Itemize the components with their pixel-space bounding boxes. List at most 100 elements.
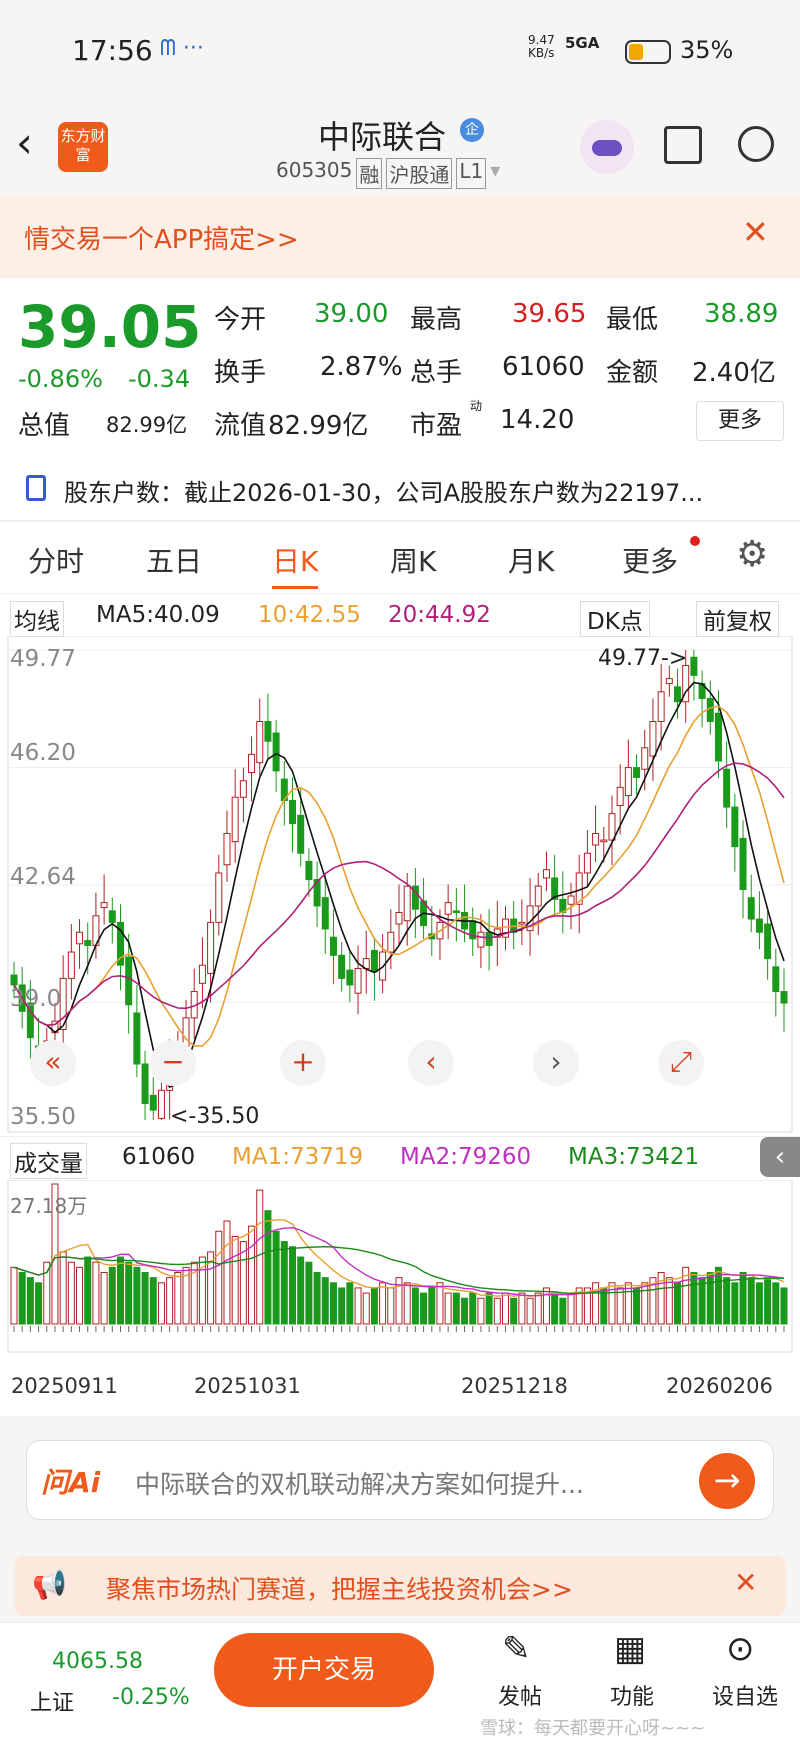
banner-text: 情交易一个APP搞定>> — [24, 225, 299, 255]
volume-bar — [223, 1220, 231, 1325]
volume-bar — [567, 1292, 575, 1325]
header: ‹ 东方财富 中际联合 企 605305 融 沪股通 L1 ▾ — [0, 100, 800, 195]
volume-bar — [452, 1292, 460, 1325]
index-value[interactable]: 4065.58 — [52, 1649, 143, 1674]
volume-bar — [125, 1261, 133, 1325]
index-name[interactable]: 上证 — [30, 1691, 75, 1716]
volume-bar — [387, 1287, 395, 1325]
candle — [395, 912, 403, 925]
ma-selector[interactable]: 均线 — [10, 601, 64, 637]
pe-value: 14.20 — [500, 405, 575, 435]
stock-name: 中际联合 — [318, 118, 447, 156]
candle — [567, 895, 575, 905]
candlestick-chart[interactable] — [0, 636, 800, 1136]
network-label: 5GA — [565, 34, 600, 52]
post-button[interactable]: 发帖 — [498, 1685, 543, 1710]
candle — [592, 832, 600, 846]
candle — [714, 712, 722, 762]
ma20-line — [13, 762, 785, 1026]
min-price-label: <-35.50 — [170, 1104, 260, 1129]
megaphone-icon: 📢 — [32, 1568, 67, 1601]
tab-daily[interactable]: 日K — [272, 540, 319, 589]
watchlist-icon[interactable]: ⊙ — [726, 1629, 755, 1669]
adjust-button[interactable]: 前复权 — [696, 601, 779, 637]
volume-bar — [641, 1282, 649, 1325]
volume-bar — [133, 1266, 141, 1325]
search-icon[interactable] — [738, 126, 774, 162]
more-button[interactable]: 更多 — [696, 401, 784, 441]
close-icon[interactable]: ✕ — [742, 213, 769, 251]
candle — [780, 991, 788, 1004]
candle — [141, 1063, 149, 1105]
volume-bar — [411, 1287, 419, 1325]
volume-bar — [755, 1282, 763, 1325]
volume-bar — [706, 1271, 714, 1325]
battery-level: 35% — [680, 36, 734, 64]
candle — [739, 837, 747, 890]
dropdown-icon[interactable]: ▾ — [490, 158, 501, 182]
battery-icon — [625, 40, 671, 64]
candle — [624, 767, 632, 797]
shareholder-notice[interactable]: 股东户数：截止2026-01-30，公司A股股东户数为22197... — [0, 461, 800, 519]
ai-send-arrow-icon[interactable]: → — [699, 1453, 755, 1509]
ma5-line — [13, 681, 785, 1089]
zoom-out-icon[interactable]: − — [150, 1040, 196, 1086]
volume-bar — [166, 1277, 174, 1325]
prev-icon[interactable]: ‹ — [408, 1040, 454, 1086]
candle — [223, 832, 231, 866]
volume-bar — [141, 1271, 149, 1325]
volume-bar — [297, 1256, 305, 1325]
tab-intraday[interactable]: 分时 — [28, 545, 85, 578]
close-promo-icon[interactable]: ✕ — [734, 1566, 758, 1599]
functions-button[interactable]: 功能 — [610, 1685, 655, 1710]
assistant-avatar[interactable] — [580, 120, 634, 174]
volume-bar — [100, 1271, 108, 1325]
candle — [747, 897, 755, 920]
add-watchlist-button[interactable]: 设自选 — [712, 1685, 779, 1710]
tab-weekly[interactable]: 周K — [390, 545, 437, 578]
fullscreen-icon[interactable]: ⤢ — [658, 1040, 704, 1086]
candle — [551, 877, 559, 900]
volume-bar — [428, 1287, 436, 1325]
tab-monthly[interactable]: 月K — [508, 545, 555, 578]
candle — [657, 691, 665, 722]
candle — [116, 921, 124, 966]
candle — [608, 813, 616, 841]
volume-label: 总手 — [410, 358, 463, 388]
indicator-selector[interactable]: 成交量 — [10, 1143, 87, 1179]
tab-more[interactable]: 更多 — [622, 545, 679, 578]
volume-value: 61060 — [502, 352, 585, 382]
candle — [600, 839, 608, 843]
promo-banner[interactable]: 情交易一个APP搞定>> ✕ — [0, 195, 800, 278]
collapse-panel-icon[interactable]: ‹ — [760, 1137, 800, 1177]
share-icon[interactable] — [664, 126, 702, 164]
volume-chart[interactable] — [0, 1180, 800, 1360]
promo-bar[interactable]: 📢 聚焦市场热门赛道，把握主线投资机会>> ✕ — [14, 1556, 786, 1616]
functions-icon[interactable]: ▦ — [614, 1629, 647, 1669]
notice-text: 股东户数：截止2026-01-30，公司A股股东户数为22197... — [64, 479, 704, 507]
candle — [755, 918, 763, 933]
open-account-button[interactable]: 开户交易 — [214, 1633, 434, 1707]
candle — [485, 931, 493, 946]
zoom-in-icon[interactable]: + — [280, 1040, 326, 1086]
candle — [518, 921, 526, 925]
vol-ma1: MA1:73719 — [232, 1144, 364, 1170]
next-icon[interactable]: › — [533, 1040, 579, 1086]
candle — [403, 885, 411, 922]
last-price: 39.05 — [18, 293, 202, 361]
candle — [239, 780, 247, 798]
vol-ma2: MA2:79260 — [400, 1144, 532, 1170]
post-icon[interactable]: ✎ — [502, 1629, 531, 1669]
candle — [149, 1094, 157, 1111]
ai-question-box[interactable]: 问Ai 中际联合的双机联动解决方案如何提升... → — [26, 1440, 774, 1520]
tab-5day[interactable]: 五日 — [146, 545, 203, 578]
dk-point-button[interactable]: DK点 — [580, 601, 650, 637]
candle — [256, 720, 264, 764]
settings-gear-icon[interactable]: ⚙ — [736, 534, 769, 575]
pe-label: 市盈 — [410, 411, 463, 441]
volume-bar — [403, 1282, 411, 1325]
volume-bar — [190, 1261, 198, 1325]
scroll-left-icon[interactable]: « — [30, 1040, 76, 1086]
back-button[interactable]: ‹ — [16, 118, 33, 167]
promo-text: 聚焦市场热门赛道，把握主线投资机会>> — [106, 1575, 573, 1604]
